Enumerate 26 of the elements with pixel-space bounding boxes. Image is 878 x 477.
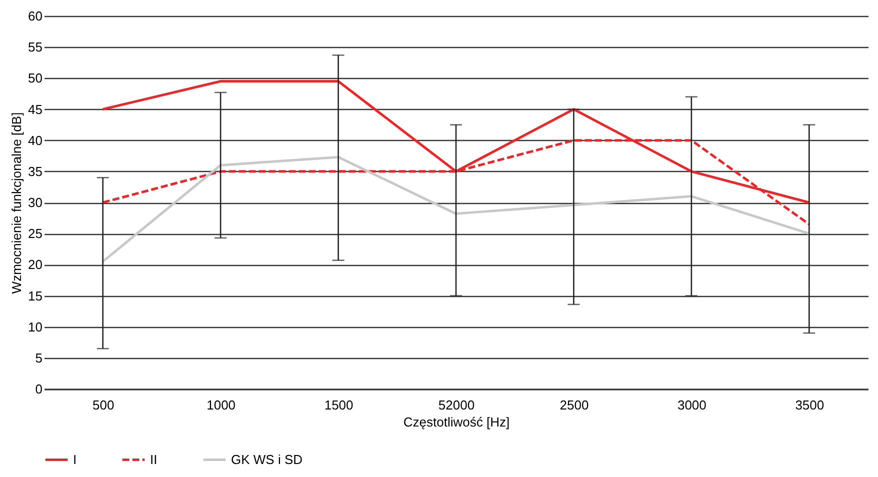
y-tick-label: 20 (28, 257, 42, 272)
line-series (102, 156, 810, 263)
x-axis-title: Częstotliwość [Hz] (403, 414, 510, 430)
legend-label: I (73, 452, 77, 467)
y-tick-label: 10 (28, 319, 42, 334)
y-tick-label: 0 (35, 382, 42, 396)
legend-label: II (150, 452, 158, 467)
y-tick-label: 45 (28, 102, 42, 117)
y-tick-label: 30 (28, 195, 42, 210)
y-tick-label: 50 (28, 70, 42, 86)
y-tick-label: 35 (28, 164, 42, 179)
y-tick-label: 55 (28, 40, 42, 55)
y-tick-label: 25 (28, 226, 42, 242)
y-tick-label: 40 (28, 132, 42, 148)
x-tick-label: 500 (92, 398, 114, 412)
x-tick-label: 52000 (438, 398, 475, 412)
y-tick-label: 60 (28, 8, 42, 24)
x-tick-label: 3500 (795, 398, 824, 412)
x-tick-label: 1000 (206, 398, 236, 412)
x-tick-label: 1500 (324, 398, 354, 412)
y-tick-label: 15 (28, 288, 42, 304)
legend-label: GK WS i SD (231, 452, 303, 467)
x-tick-label: 3000 (677, 398, 706, 412)
y-tick-label: 5 (35, 350, 42, 366)
y-axis-title: Wzmocnienie funkcjonalne [dB] (9, 112, 24, 294)
x-tick-label: 2500 (560, 398, 589, 412)
